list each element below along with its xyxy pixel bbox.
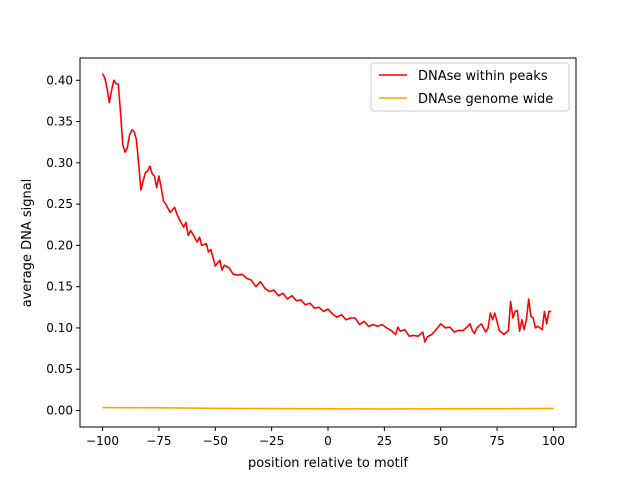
y-tick-label: 0.10 [46, 321, 73, 335]
legend-box [370, 62, 570, 112]
y-tick-label: 0.30 [46, 156, 73, 170]
series-line-0 [101, 73, 552, 343]
y-tick-label: 0.40 [46, 73, 73, 87]
legend-label-peaks: DNAse within peaks [418, 69, 548, 84]
x-tick-label: 100 [542, 434, 565, 448]
legend: DNAse within peaks DNAse genome wide [370, 62, 570, 112]
legend-label-genome: DNAse genome wide [418, 92, 553, 107]
y-tick-label: 0.25 [46, 197, 73, 211]
x-tick-label: −50 [203, 434, 228, 448]
x-tick-label: −100 [86, 434, 119, 448]
y-tick-label: 0.20 [46, 238, 73, 252]
x-tick-label: −25 [259, 434, 284, 448]
x-tick-label: 75 [489, 434, 504, 448]
y-tick-label: 0.35 [46, 115, 73, 129]
x-tick-label: −75 [146, 434, 171, 448]
y-axis-label: average DNA signal [20, 179, 35, 308]
series-line-1 [102, 406, 554, 410]
x-tick-label: 0 [324, 434, 332, 448]
x-tick-label: 25 [377, 434, 392, 448]
y-tick-label: 0.05 [46, 362, 73, 376]
plot-frame [79, 57, 577, 428]
y-tick-label: 0.00 [46, 403, 73, 417]
y-tick-label: 0.15 [46, 280, 73, 294]
x-axis-label: position relative to motif [248, 456, 408, 471]
x-tick-label: 50 [433, 434, 448, 448]
